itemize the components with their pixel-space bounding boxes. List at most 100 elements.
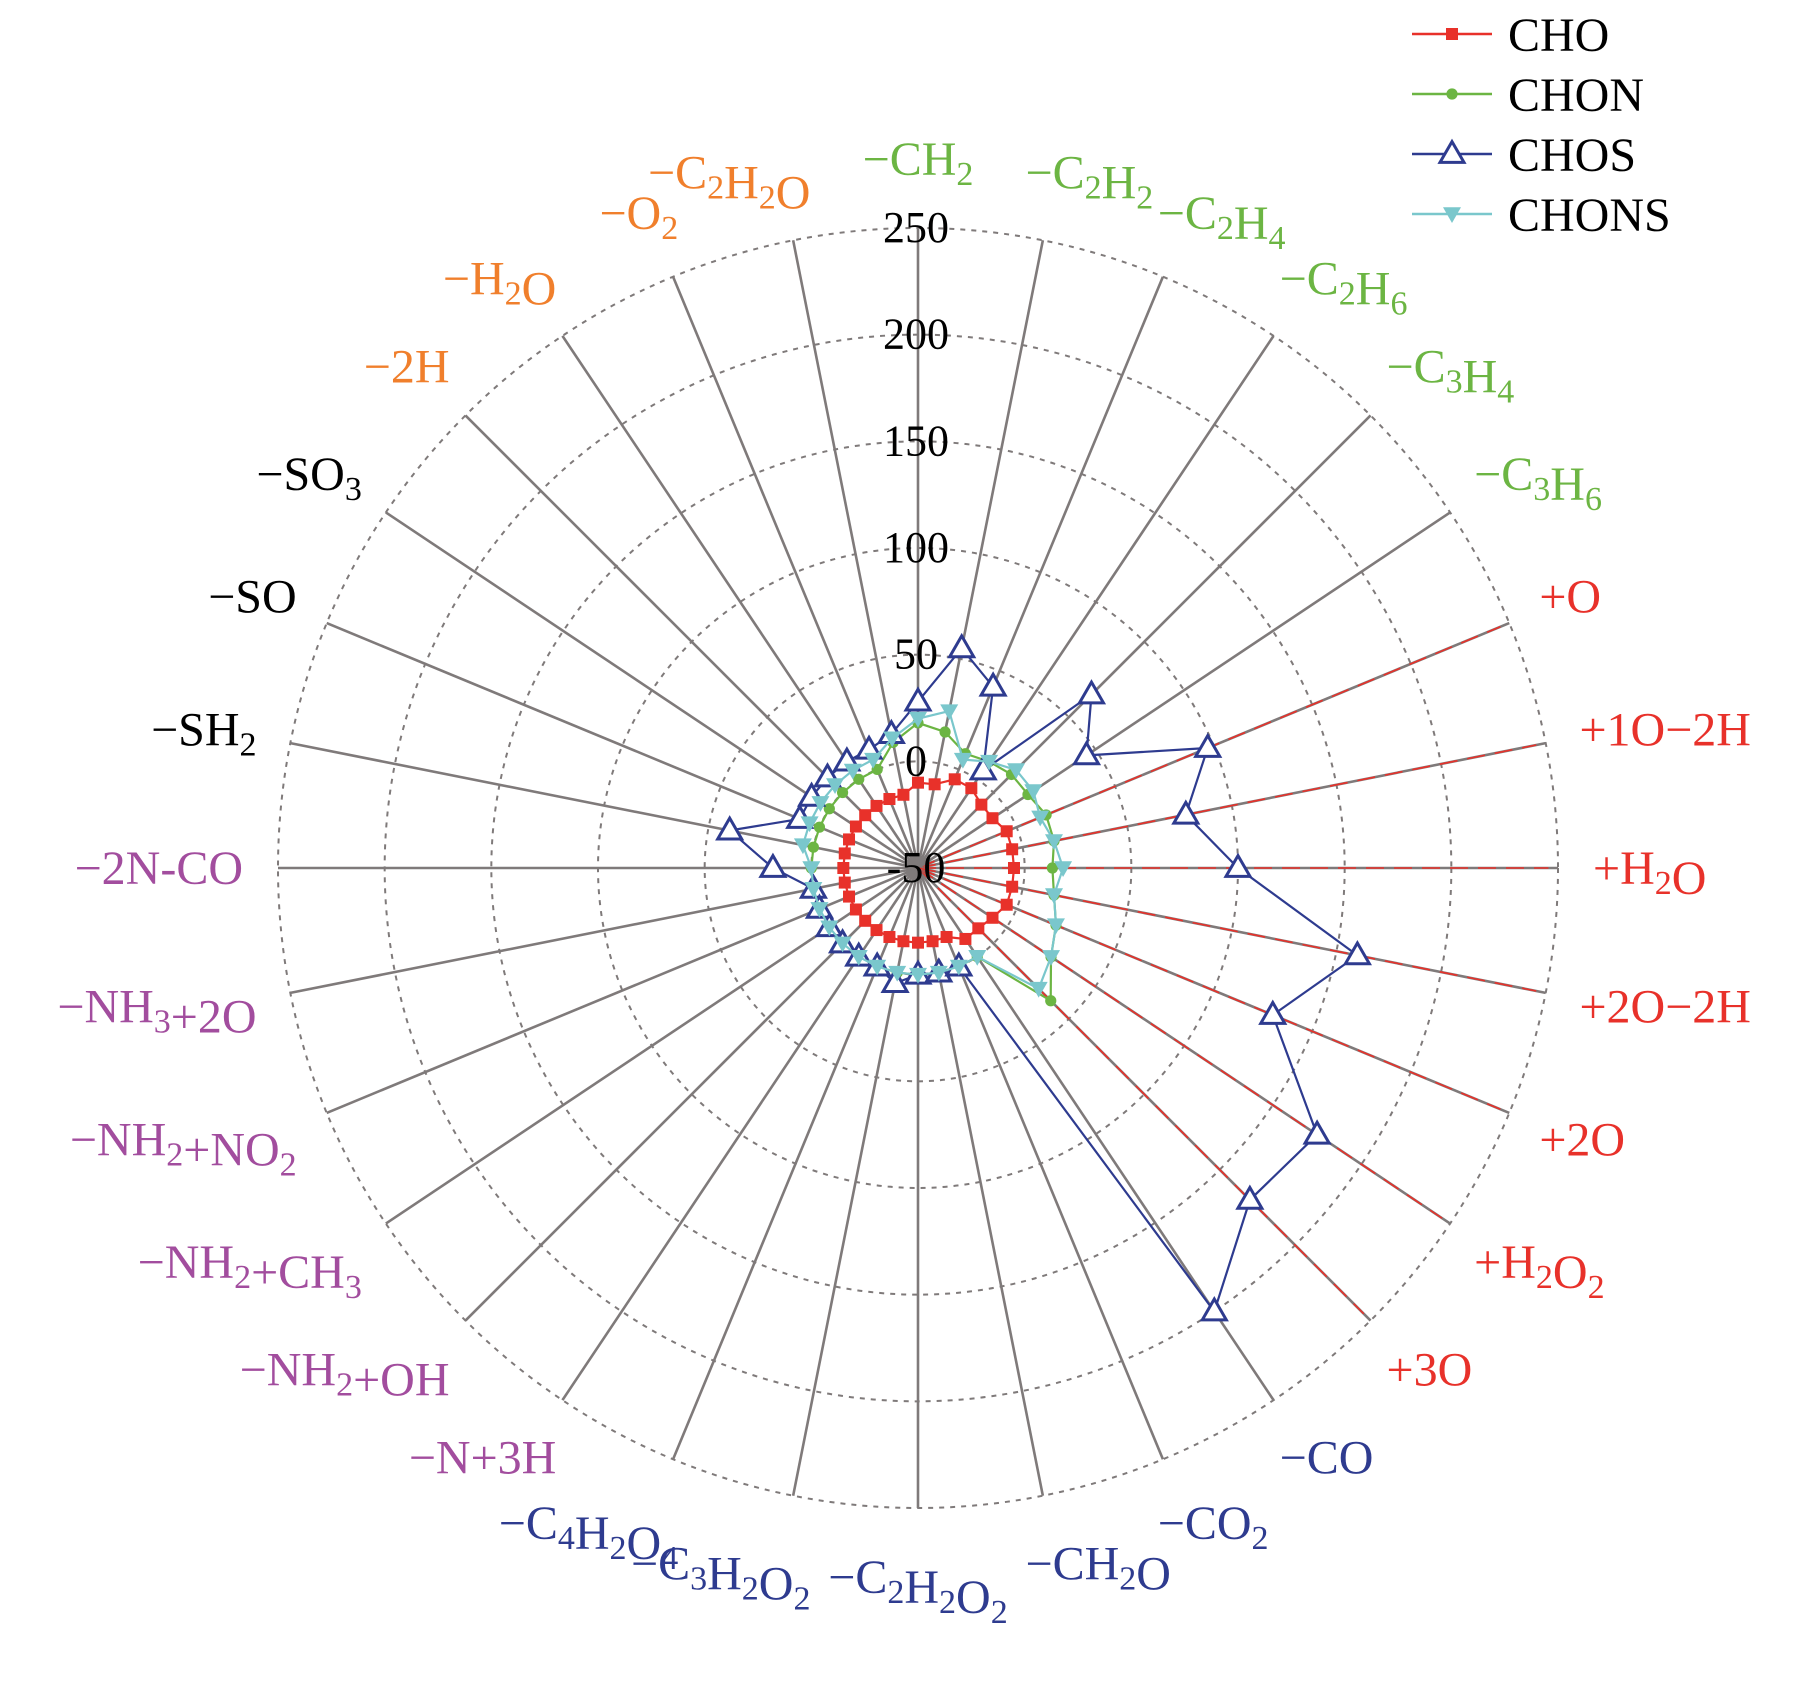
spoke xyxy=(916,240,1045,869)
data-point xyxy=(843,890,856,903)
data-point xyxy=(1235,1184,1265,1210)
category-label: −C4H2O4 xyxy=(499,1497,678,1577)
spoke xyxy=(917,511,1451,870)
data-point xyxy=(897,788,910,801)
r-tick-label: 150 xyxy=(883,416,949,465)
data-point xyxy=(868,959,887,976)
data-point xyxy=(849,949,868,966)
data-point xyxy=(912,776,924,789)
r-tick-label: -50 xyxy=(887,843,946,892)
category-label: −CH2 xyxy=(863,133,974,193)
data-point xyxy=(811,796,830,812)
spoke xyxy=(326,866,919,1115)
data-point xyxy=(1193,732,1223,758)
data-point xyxy=(975,798,988,811)
data-point xyxy=(978,671,1008,697)
category-label: −SH2 xyxy=(151,704,256,764)
data-point xyxy=(1076,679,1107,705)
data-point xyxy=(810,902,829,918)
legend-entry: CHOS xyxy=(1412,129,1636,182)
data-point xyxy=(800,816,819,833)
legend-entry: CHO xyxy=(1412,9,1609,62)
category-label: −2H xyxy=(364,341,450,394)
data-point xyxy=(1446,88,1458,100)
data-point xyxy=(972,922,985,935)
data-point xyxy=(1029,981,1048,998)
data-point xyxy=(836,786,849,799)
category-label: −CH2O xyxy=(1026,1537,1171,1600)
legend-entry: CHONS xyxy=(1412,189,1671,242)
data-point xyxy=(1008,862,1020,874)
data-point xyxy=(986,812,999,825)
category-label: +O xyxy=(1539,571,1601,624)
category-label: −NH2+NO2 xyxy=(70,1113,297,1183)
data-point xyxy=(883,793,896,806)
spoke xyxy=(791,240,920,869)
data-point xyxy=(1071,740,1102,766)
category-label: +H2O xyxy=(1593,842,1706,905)
legend-label: CHO xyxy=(1508,9,1609,62)
data-point xyxy=(853,773,865,785)
data-point xyxy=(903,686,933,712)
data-point xyxy=(959,932,972,945)
category-label: −O2 xyxy=(599,187,678,247)
data-point xyxy=(1446,28,1458,40)
spoke xyxy=(464,867,919,1322)
data-point xyxy=(838,876,851,889)
category-label: −NH3+2O xyxy=(57,980,256,1043)
data-point xyxy=(1258,999,1288,1025)
r-tick-label: 0 xyxy=(905,736,927,785)
data-point xyxy=(870,924,883,937)
data-point xyxy=(870,799,883,812)
category-label: −C2H2O xyxy=(648,147,810,220)
data-point xyxy=(940,704,959,721)
r-tick-label: 50 xyxy=(894,630,938,679)
data-point xyxy=(715,815,745,841)
category-label: −C3H6 xyxy=(1474,448,1602,518)
data-point xyxy=(926,935,939,948)
data-point xyxy=(804,882,823,898)
data-point xyxy=(897,935,910,948)
r-tick-label: 100 xyxy=(883,523,949,572)
category-label: −C2H4 xyxy=(1158,187,1286,257)
data-point xyxy=(1006,880,1019,893)
legend-label: CHONS xyxy=(1508,189,1671,242)
data-point xyxy=(837,862,850,874)
spoke xyxy=(671,276,920,869)
data-point xyxy=(1046,918,1065,935)
series-layer xyxy=(715,632,1372,1322)
spoke-highlight xyxy=(917,867,1501,1110)
data-point xyxy=(1443,207,1461,223)
data-point xyxy=(948,773,961,786)
data-point xyxy=(1045,888,1064,905)
spoke xyxy=(916,276,1165,869)
data-point xyxy=(949,959,968,976)
data-point xyxy=(1171,799,1201,825)
data-point xyxy=(1199,1296,1229,1322)
category-label: +1O−2H xyxy=(1579,704,1750,757)
data-point xyxy=(909,967,927,984)
data-point xyxy=(965,782,978,795)
spoke-highlight xyxy=(917,744,1537,869)
r-tick-label: 200 xyxy=(883,310,949,359)
data-point xyxy=(909,711,927,728)
category-label: +3O xyxy=(1387,1343,1473,1396)
category-label: −H2O xyxy=(443,252,556,315)
data-point xyxy=(843,833,856,846)
spoke-highlight xyxy=(917,867,1443,1219)
legend-label: CHOS xyxy=(1508,129,1636,182)
data-point xyxy=(807,841,819,853)
data-point xyxy=(928,778,941,791)
data-point xyxy=(859,914,872,927)
data-point xyxy=(1007,763,1026,779)
spoke xyxy=(464,414,919,869)
data-point xyxy=(1000,898,1013,911)
data-point xyxy=(859,809,872,822)
data-point xyxy=(1342,939,1372,966)
data-point xyxy=(849,903,862,916)
data-point xyxy=(1031,810,1050,827)
spoke-highlight xyxy=(917,867,1537,992)
data-point xyxy=(820,920,839,937)
